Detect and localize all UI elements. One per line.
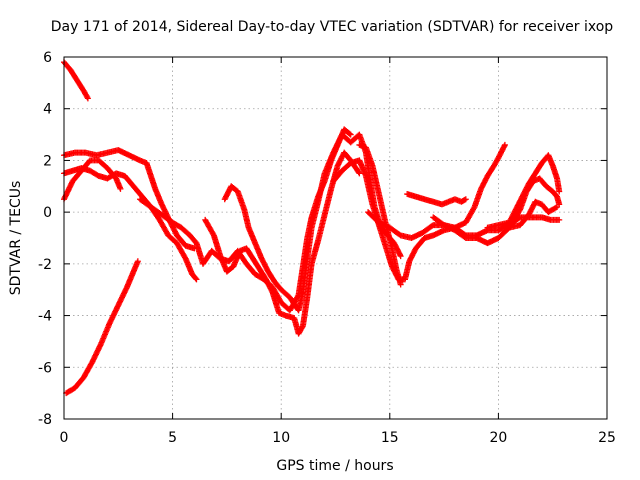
y-tick-label: 0 bbox=[43, 205, 52, 221]
data-point bbox=[470, 205, 477, 212]
y-tick-label: 6 bbox=[43, 50, 52, 66]
data-point bbox=[193, 276, 200, 283]
plot-frame bbox=[63, 56, 608, 420]
x-tick-label: 10 bbox=[272, 430, 290, 446]
data-point bbox=[134, 258, 141, 265]
x-tick-label: 20 bbox=[489, 430, 507, 446]
y-tick-label: -8 bbox=[38, 412, 52, 428]
data-point bbox=[556, 216, 563, 223]
data-point bbox=[397, 251, 404, 258]
y-tick-label: -4 bbox=[38, 309, 52, 325]
series-track-5 bbox=[61, 157, 124, 203]
series-track-11 bbox=[404, 191, 469, 208]
data-point bbox=[299, 324, 306, 331]
y-tick-label: 4 bbox=[43, 102, 52, 118]
y-tick-label: 2 bbox=[43, 153, 52, 169]
data-point bbox=[552, 204, 559, 211]
data-point bbox=[556, 201, 563, 208]
data-point bbox=[397, 281, 404, 288]
data-point bbox=[268, 288, 275, 295]
x-axis-label: GPS time / hours bbox=[276, 458, 393, 474]
series-track-2 bbox=[63, 258, 141, 397]
data-points bbox=[61, 59, 563, 397]
y-tick-label: -6 bbox=[38, 360, 52, 376]
chart-title: Day 171 of 2014, Sidereal Day-to-day VTE… bbox=[51, 19, 614, 35]
data-point bbox=[192, 275, 199, 282]
y-axis-label: SDTVAR / TECUs bbox=[8, 181, 24, 296]
y-tick-label: -2 bbox=[38, 257, 52, 273]
series-track-7 bbox=[202, 149, 363, 337]
series-track-14 bbox=[506, 175, 563, 231]
y-tick-labels: -8 -6 -4 -2 0 2 4 6 bbox=[38, 50, 52, 428]
data-point bbox=[84, 95, 91, 102]
series-track-8 bbox=[221, 131, 404, 314]
data-point bbox=[397, 253, 404, 260]
x-tick-label: 25 bbox=[598, 430, 616, 446]
data-point bbox=[501, 141, 508, 148]
data-point bbox=[356, 170, 363, 177]
data-point bbox=[117, 185, 124, 192]
x-tick-label: 5 bbox=[168, 430, 177, 446]
x-tick-label: 15 bbox=[381, 430, 399, 446]
x-tick-labels: 0 5 10 15 20 25 bbox=[60, 430, 616, 446]
series-track-4 bbox=[61, 165, 200, 283]
series-track-15 bbox=[356, 141, 404, 288]
x-tick-label: 0 bbox=[60, 430, 69, 446]
data-point bbox=[210, 231, 217, 238]
data-point bbox=[501, 143, 508, 150]
data-point bbox=[556, 188, 563, 195]
series-track-1 bbox=[61, 59, 91, 102]
series-track-12 bbox=[430, 141, 508, 231]
data-point bbox=[84, 94, 91, 101]
data-point bbox=[462, 196, 469, 203]
data-point bbox=[347, 131, 354, 138]
data-point bbox=[355, 169, 362, 176]
data-point bbox=[346, 130, 353, 137]
